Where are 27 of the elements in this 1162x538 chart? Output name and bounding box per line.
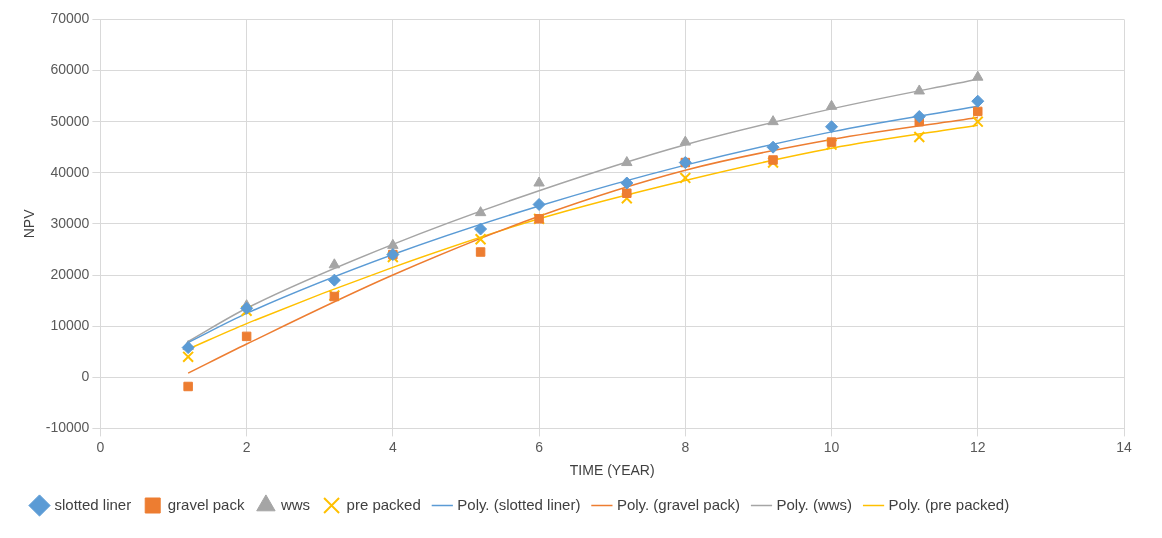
x-tick-label: 8 (681, 438, 690, 455)
y-tick-label: 10000 (50, 317, 90, 334)
x-tick-label: 14 (1116, 438, 1132, 455)
legend-label: wws (279, 495, 311, 513)
y-tick-label: 60000 (50, 61, 90, 78)
y-tick-label: 30000 (50, 214, 90, 231)
x-tick-label: 4 (388, 438, 397, 455)
x-tick-label: 10 (823, 438, 840, 455)
legend-label: Poly. (slotted liner) (457, 495, 581, 513)
y-tick-label: 0 (81, 368, 90, 385)
y-tick-label: -10000 (45, 419, 90, 436)
y-tick-label: 50000 (50, 112, 90, 129)
y-axis-title: NPV (21, 208, 38, 239)
legend-label: Poly. (wws) (776, 495, 853, 513)
legend-label: Poly. (pre packed) (888, 495, 1010, 513)
legend-label: slotted liner (54, 495, 132, 513)
legend-label: gravel pack (167, 495, 245, 513)
legend-label: pre packed (346, 495, 421, 513)
legend-label: Poly. (gravel pack) (616, 495, 740, 513)
y-tick-label: 70000 (50, 10, 90, 27)
y-tick-label: 40000 (50, 163, 90, 180)
x-tick-label: 12 (969, 438, 986, 455)
x-axis-title: TIME (YEAR) (569, 462, 655, 479)
x-tick-label: 6 (535, 438, 544, 455)
y-tick-label: 20000 (50, 265, 90, 282)
x-tick-label: 0 (96, 438, 105, 455)
x-tick-label: 2 (242, 438, 251, 455)
